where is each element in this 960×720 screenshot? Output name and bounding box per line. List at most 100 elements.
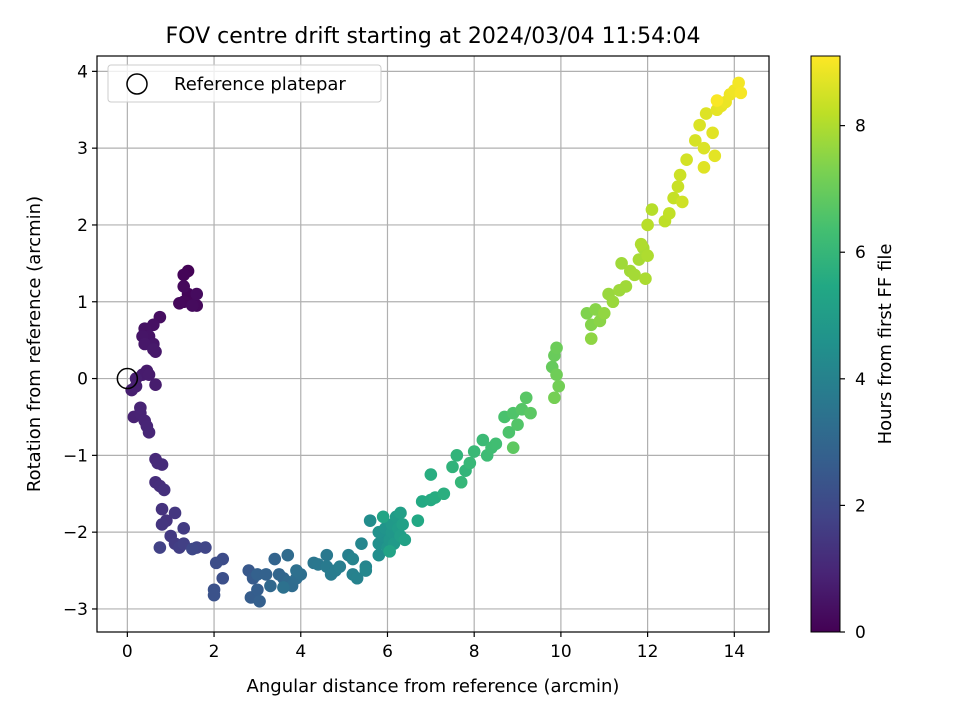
x-tick-label: 2 — [209, 642, 220, 662]
data-point — [142, 426, 156, 439]
data-point — [693, 118, 706, 132]
data-point — [355, 537, 368, 550]
x-axis-label: Angular distance from reference (arcmin) — [247, 676, 620, 697]
data-point — [396, 518, 409, 531]
data-point — [424, 468, 438, 481]
data-point — [634, 237, 648, 251]
y-tick-label: −3 — [63, 600, 88, 620]
data-point — [394, 506, 407, 520]
data-point — [732, 76, 745, 90]
reference-platepar-marker — [116, 367, 139, 390]
data-point — [129, 379, 143, 393]
x-tick-label: 0 — [122, 642, 133, 662]
data-point — [615, 257, 628, 270]
data-point — [680, 153, 693, 166]
data-point — [177, 268, 191, 282]
colorbar: 0 2 4 6 8 Hours from first FF file — [810, 55, 896, 643]
data-point — [628, 268, 641, 282]
chart-title: FOV centre drift starting at 2024/03/04 … — [166, 24, 701, 49]
colorbar-tick-label: 2 — [855, 496, 866, 516]
data-point — [619, 280, 633, 293]
data-point — [641, 218, 654, 232]
plot-frame — [96, 55, 770, 633]
data-point — [446, 460, 459, 474]
data-point — [264, 579, 277, 593]
data-point — [147, 343, 160, 356]
y-tick-label: 2 — [77, 216, 88, 236]
x-axis-ticks: 0 2 4 6 8 10 12 14 — [122, 632, 745, 662]
legend-marker-reference — [126, 73, 148, 95]
legend: Reference platepar — [107, 64, 382, 103]
data-point — [710, 94, 724, 107]
data-point — [155, 502, 169, 516]
y-axis-ticks: −3 −2 −1 0 1 2 3 4 — [63, 62, 97, 620]
data-point — [346, 552, 360, 566]
data-point — [186, 299, 199, 312]
data-point — [372, 548, 386, 562]
data-point — [675, 195, 689, 209]
data-point — [454, 475, 468, 489]
y-axis-label: Rotation from reference (arcmin) — [24, 196, 45, 492]
colorbar-gradient — [810, 55, 841, 633]
x-tick-label: 6 — [382, 642, 393, 662]
data-point — [177, 522, 191, 535]
data-point — [186, 542, 199, 556]
scatter-points — [116, 76, 748, 608]
y-tick-label: −2 — [63, 523, 88, 543]
data-point — [190, 287, 204, 301]
data-point — [207, 588, 221, 602]
x-tick-label: 12 — [637, 642, 659, 662]
x-tick-label: 10 — [550, 642, 572, 662]
data-point — [398, 533, 412, 547]
data-point — [641, 249, 654, 262]
legend-box — [107, 64, 382, 103]
colorbar-label: Hours from first FF file — [875, 244, 896, 445]
data-point — [662, 207, 676, 220]
legend-label-reference: Reference platepar — [174, 74, 346, 95]
data-point — [606, 295, 620, 309]
data-point — [216, 571, 230, 585]
data-point — [251, 568, 264, 581]
data-point — [548, 391, 561, 405]
data-point — [359, 564, 373, 577]
data-point — [168, 506, 182, 520]
data-point — [688, 134, 702, 147]
data-point — [209, 556, 223, 570]
x-tick-label: 4 — [295, 642, 306, 662]
data-point — [697, 141, 711, 155]
data-point — [673, 168, 687, 182]
data-point — [253, 594, 266, 608]
data-point — [706, 126, 719, 140]
data-point — [134, 401, 147, 415]
data-point — [502, 426, 516, 439]
colorbar-tick-label: 0 — [855, 623, 866, 643]
data-point — [467, 445, 481, 458]
data-point — [437, 487, 451, 501]
data-point — [645, 203, 659, 216]
data-point — [411, 514, 425, 527]
data-point — [155, 518, 169, 531]
data-point — [511, 418, 524, 431]
data-point — [155, 458, 169, 471]
data-point — [639, 272, 652, 286]
data-point — [142, 368, 156, 382]
data-point — [584, 332, 598, 345]
data-point — [173, 296, 186, 310]
data-point — [290, 564, 303, 577]
y-tick-label: 4 — [77, 62, 88, 82]
y-tick-label: −1 — [63, 446, 88, 466]
data-point — [199, 541, 212, 554]
data-point — [177, 280, 191, 293]
y-tick-label: 3 — [77, 139, 88, 159]
data-point — [259, 568, 273, 581]
data-point — [320, 548, 334, 562]
data-point — [450, 449, 464, 462]
data-point — [671, 180, 685, 193]
data-point — [697, 161, 711, 174]
data-point — [463, 456, 477, 470]
data-point — [251, 583, 264, 597]
data-point — [363, 514, 377, 527]
data-point — [333, 560, 347, 574]
data-point — [734, 86, 748, 100]
x-tick-label: 14 — [723, 642, 745, 662]
